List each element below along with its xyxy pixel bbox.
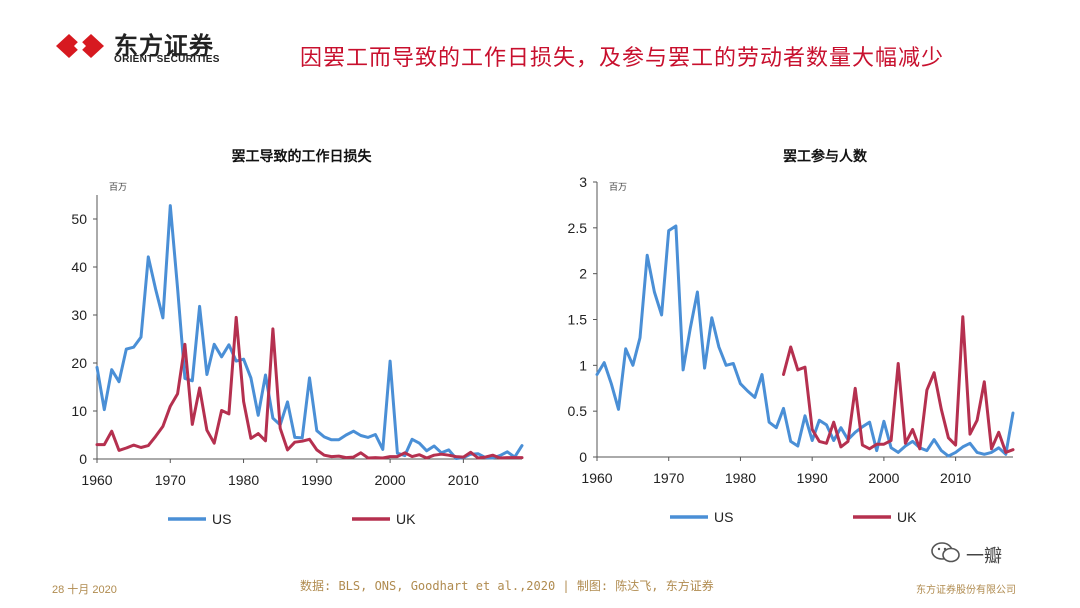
chart1-series-uk-line xyxy=(95,315,524,460)
chart1-ytick-label: 30 xyxy=(71,307,87,323)
chart1-xtick-label: 2000 xyxy=(375,472,406,488)
footer-company: 东方证券股份有限公司 xyxy=(916,585,1016,596)
chart1-ytick-label: 0 xyxy=(79,451,87,467)
chart2-xtick-label: 2010 xyxy=(940,470,971,486)
chart1-ytick-label: 50 xyxy=(71,211,87,227)
chart2-title: 罢工参与人数 xyxy=(783,148,868,165)
footer-source: 数据: BLS, ONS, Goodhart et al.,2020 | 制图:… xyxy=(300,579,714,593)
chart1-xtick-label: 2010 xyxy=(448,472,479,488)
chart2-ytick-label: 2.5 xyxy=(568,220,588,236)
chart1-xtick-label: 1970 xyxy=(155,472,186,488)
chart2-ytick-label: 0 xyxy=(579,449,587,465)
watermark-text: 一瓣 xyxy=(966,546,1002,567)
brand-name-en: ORIENT SECURITIES xyxy=(114,54,220,65)
chart2-series-uk-line xyxy=(782,315,1015,454)
chart1-xtick-label: 1960 xyxy=(81,472,112,488)
chart2-xtick-label: 1980 xyxy=(725,470,756,486)
chart1-title: 罢工导致的工作日损失 xyxy=(232,148,373,165)
brand-name-cn: 东方证券 xyxy=(114,32,214,60)
chart1-xtick-label: 1990 xyxy=(301,472,332,488)
chart2-xtick-label: 1970 xyxy=(653,470,684,486)
chart1-legend-label-uk: UK xyxy=(396,511,416,527)
chart1-unit-label: 百万 xyxy=(109,182,127,193)
chart1-ytick-label: 20 xyxy=(71,355,87,371)
chart2-xtick-label: 2000 xyxy=(868,470,899,486)
page-headline: 因罢工而导致的工作日损失，及参与罢工的劳动者数量大幅减少 xyxy=(300,46,945,71)
chart2-ytick-label: 2 xyxy=(579,266,587,282)
wechat-icon xyxy=(931,542,960,563)
chart2-ytick-label: 3 xyxy=(579,174,587,190)
brand-logo: 东方证券 ORIENT SECURITIES xyxy=(52,26,252,66)
chart1-legend-label-us: US xyxy=(212,511,231,527)
chart2-xtick-label: 1960 xyxy=(581,470,612,486)
chart1-ytick-label: 40 xyxy=(71,259,87,275)
orient-securities-logo-icon xyxy=(56,34,104,58)
chart2-legend-label-uk: UK xyxy=(897,509,917,525)
footer-date: 28 十月 2020 xyxy=(52,584,117,596)
chart2-unit-label: 百万 xyxy=(609,182,627,193)
chart1-ytick-label: 10 xyxy=(71,403,87,419)
chart2-ytick-label: 0.5 xyxy=(568,403,588,419)
chart2-legend-label-us: US xyxy=(714,509,733,525)
watermark: 一瓣 xyxy=(930,538,1050,568)
chart2-ytick-label: 1.5 xyxy=(568,312,588,328)
chart2-series-us-line xyxy=(595,224,1015,458)
chart2-xtick-label: 1990 xyxy=(797,470,828,486)
chart1-xtick-label: 1980 xyxy=(228,472,259,488)
chart1-series-us-line xyxy=(95,204,524,460)
chart2-ytick-label: 1 xyxy=(579,357,587,373)
